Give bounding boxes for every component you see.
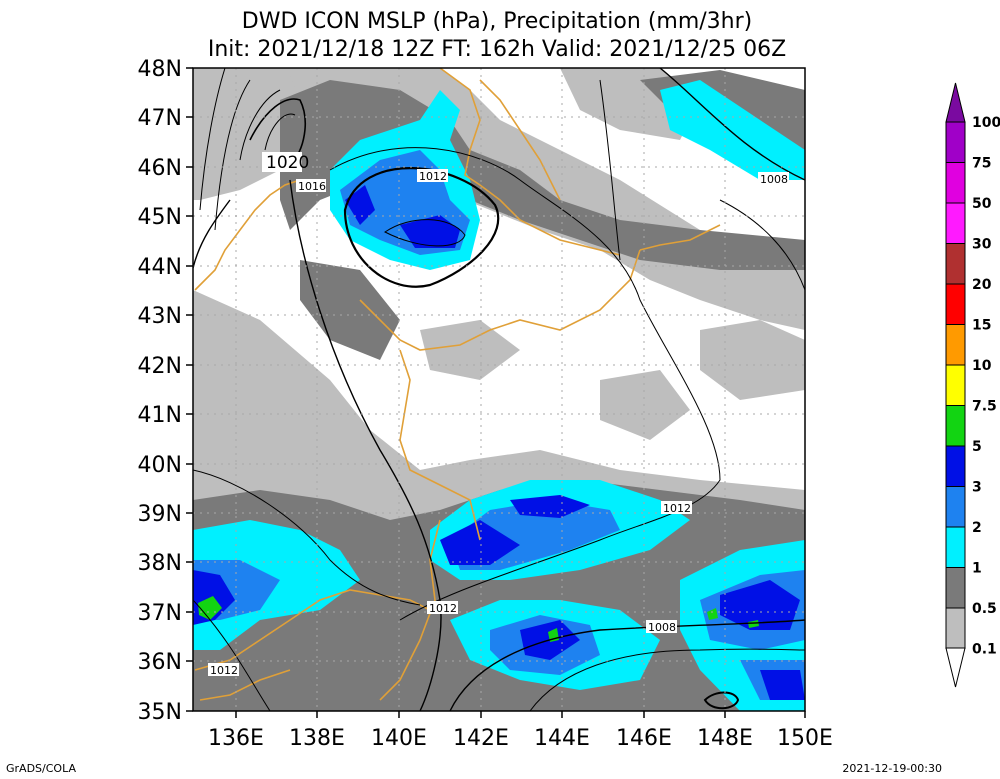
legend-label: 15	[972, 318, 991, 334]
map-title: DWD ICON MSLP (hPa), Precipitation (mm/3…	[241, 9, 753, 34]
lon-label: 136E	[208, 726, 264, 751]
legend-swatch	[945, 324, 966, 366]
plot-frame	[192, 67, 806, 712]
lat-label: 35N	[138, 700, 182, 725]
legend-label: 1	[972, 561, 982, 577]
legend-label: 0.1	[972, 642, 997, 658]
lat-label: 37N	[138, 601, 182, 626]
lon-label: 138E	[289, 726, 345, 751]
isobar-label: 1008	[760, 173, 788, 186]
generation-timestamp: 2021-12-19-00:30	[842, 762, 942, 775]
legend-label: 5	[972, 439, 982, 455]
legend-bottom-triangle	[945, 647, 966, 688]
legend-label: 100	[972, 115, 1000, 131]
legend-swatch	[945, 202, 966, 244]
lat-label: 43N	[138, 304, 182, 329]
isobars	[193, 68, 805, 711]
legend-swatch	[945, 405, 966, 447]
lat-label: 44N	[138, 255, 182, 280]
map-subtitle: Init: 2021/12/18 12Z FT: 162h Valid: 202…	[207, 37, 787, 62]
legend-top-triangle	[945, 82, 966, 123]
lat-label: 47N	[138, 106, 182, 131]
lat-label: 39N	[138, 502, 182, 527]
precipitation-field	[193, 68, 805, 711]
lat-label: 45N	[138, 205, 182, 230]
legend-label: 3	[972, 480, 982, 496]
legend-swatch	[945, 445, 966, 487]
legend-swatch	[945, 364, 966, 406]
axis-ticks	[186, 67, 806, 718]
legend-label: 10	[972, 358, 992, 374]
isobar-label: 1020	[266, 153, 309, 173]
isobar-label: 1012	[663, 502, 691, 515]
legend-label: 20	[972, 277, 992, 293]
legend-swatch	[945, 526, 966, 568]
legend-swatch	[945, 607, 966, 649]
lat-label: 40N	[138, 453, 182, 478]
legend-swatch	[945, 243, 966, 285]
lat-label: 46N	[138, 156, 182, 181]
legend-label: 0.5	[972, 601, 997, 617]
legend-swatch	[945, 283, 966, 325]
legend-label: 50	[972, 196, 992, 212]
precip-legend: 100 75 50 30 20 15 10 7.5 5 3 2 1 0.5 0.1	[945, 82, 1000, 688]
isobar-label: 1012	[419, 170, 447, 183]
isobar-label: 1012	[210, 664, 238, 677]
isobar-labels: 1020 1016 1012 1008 1012 1012 1008 1012	[208, 152, 789, 677]
software-credit: GrADS/COLA	[6, 762, 76, 775]
lat-label: 41N	[138, 403, 182, 428]
coastline	[194, 68, 721, 701]
lon-label: 142E	[453, 726, 509, 751]
lon-label: 150E	[777, 726, 833, 751]
legend-swatch	[945, 486, 966, 528]
legend-swatch	[945, 121, 966, 163]
legend-label: 30	[972, 237, 992, 253]
legend-label: 2	[972, 520, 982, 536]
lat-label: 38N	[138, 551, 182, 576]
lat-label: 42N	[138, 354, 182, 379]
lon-label: 146E	[616, 726, 672, 751]
lat-label: 48N	[138, 57, 182, 82]
legend-label: 75	[972, 156, 991, 172]
lon-label: 140E	[371, 726, 427, 751]
legend-label: 7.5	[972, 399, 997, 415]
legend-swatch	[945, 567, 966, 609]
latitude-labels: 48N 47N 46N 45N 44N 43N 42N 41N 40N 39N …	[138, 57, 182, 725]
isobar-label: 1012	[429, 602, 457, 615]
lon-label: 144E	[534, 726, 590, 751]
longitude-labels: 136E 138E 140E 142E 144E 146E 148E 150E	[208, 726, 833, 751]
isobar-label: 1016	[298, 180, 326, 193]
lat-label: 36N	[138, 650, 182, 675]
lon-label: 148E	[697, 726, 753, 751]
legend-swatch	[945, 162, 966, 204]
isobar-label: 1008	[648, 621, 676, 634]
